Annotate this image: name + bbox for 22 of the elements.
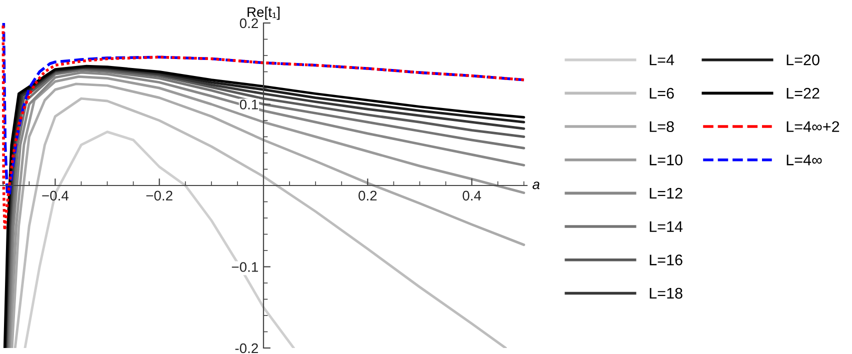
legend-label: L=18 xyxy=(650,288,682,299)
legend-label: L=12 xyxy=(650,188,682,199)
y-tick-label: 0.2 xyxy=(240,18,258,28)
legend-label: L=16 xyxy=(650,254,682,266)
legend-label: L=10 xyxy=(650,154,682,166)
legend-label: L=14 xyxy=(650,221,683,232)
legend-label: L=4∞ xyxy=(786,154,822,166)
x-tick-label: −0.4 xyxy=(42,190,69,201)
legend-label: L=22 xyxy=(786,88,820,99)
y-tick-label: −0.1 xyxy=(232,262,258,272)
legend-label: L=20 xyxy=(786,54,820,66)
legend-label: L=6 xyxy=(650,88,674,99)
x-axis-title: a xyxy=(532,182,540,190)
x-tick-label: 0.2 xyxy=(358,190,377,201)
y-tick-label: 0.1 xyxy=(240,100,258,110)
legend-label: L=8 xyxy=(650,121,674,132)
y-axis-title: Re[t₁] xyxy=(248,6,280,20)
x-tick-label: 0.4 xyxy=(462,190,482,201)
legend-label: L=4 xyxy=(650,54,674,66)
x-tick-label: −0.2 xyxy=(146,190,172,201)
legend-label: L=4∞+2 xyxy=(786,121,840,132)
y-tick-label: -0.2 xyxy=(235,343,258,354)
